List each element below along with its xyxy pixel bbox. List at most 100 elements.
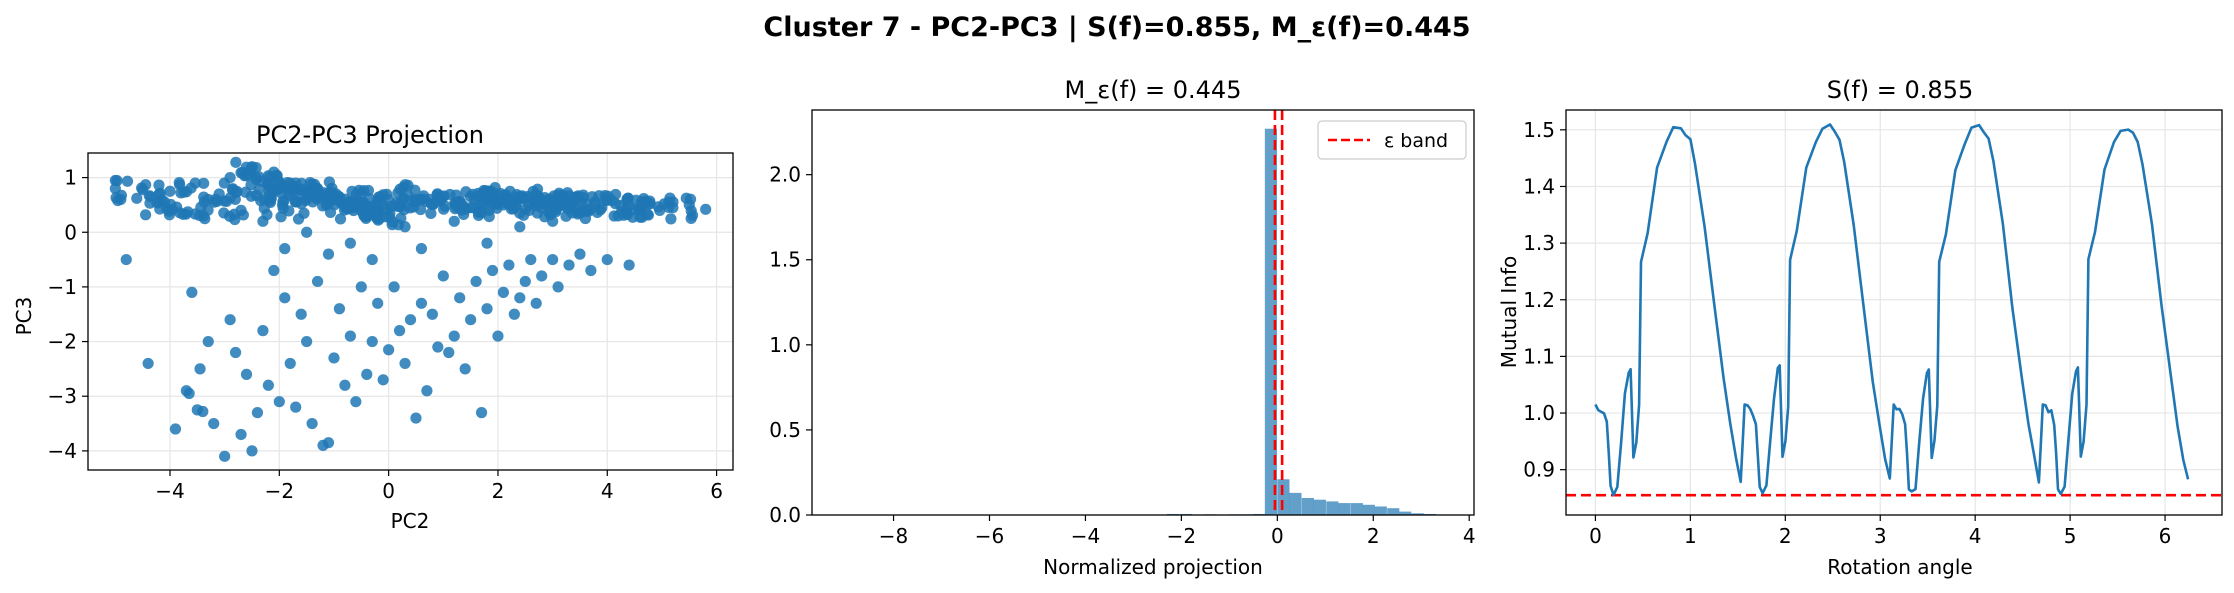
scatter-point (563, 259, 575, 271)
scatter-xtick-label: 4 (601, 479, 614, 503)
scatter-point (299, 186, 312, 199)
scatter-point (355, 281, 367, 293)
scatter-point (290, 196, 302, 208)
scatter-ytick-label: 0 (64, 220, 77, 244)
scatter-point (404, 314, 417, 326)
scatter-point (273, 396, 285, 408)
scatter-point (333, 193, 346, 206)
scatter-ytick-label: −1 (48, 275, 77, 299)
line-series (1566, 123, 2222, 497)
scatter-point (561, 187, 574, 199)
histogram-xtick-label: 2 (1367, 524, 1380, 548)
scatter-point (448, 330, 460, 342)
scatter-point (481, 237, 493, 249)
histogram-bar (1399, 511, 1412, 515)
scatter-point (621, 195, 633, 208)
scatter-point (251, 407, 264, 419)
scatter-point (572, 190, 584, 202)
mutual-info-line (1594, 123, 2190, 497)
scatter-point (444, 188, 456, 201)
line-xtick-label: 6 (2159, 524, 2172, 548)
scatter-point (257, 215, 269, 227)
histogram-ytick-label: 1.5 (769, 248, 801, 272)
scatter-point (235, 428, 247, 441)
scatter-point (300, 194, 312, 207)
scatter-xtick-label: 0 (382, 479, 395, 503)
scatter-point (482, 185, 495, 197)
scatter-point (492, 330, 504, 342)
histogram-ytick-label: 1.0 (769, 333, 801, 357)
scatter-point (536, 270, 548, 282)
scatter-point (552, 281, 564, 293)
histogram-xtick-label: 0 (1271, 524, 1284, 548)
histogram-xtick-label: 4 (1463, 524, 1476, 548)
line-ytick-label: 0.9 (1523, 458, 1555, 482)
scatter-point (514, 221, 526, 233)
line-grid (1566, 110, 2222, 515)
scatter-point (497, 199, 510, 211)
scatter-xtick-label: −2 (265, 479, 294, 503)
scatter-ytick-label: −3 (48, 384, 77, 408)
scatter-point (426, 308, 438, 320)
scatter-point (137, 184, 149, 196)
scatter-xtick-label: 2 (492, 479, 505, 503)
scatter-point (246, 161, 258, 173)
scatter-point (454, 292, 466, 304)
line-ytick-label: 1.0 (1523, 401, 1555, 425)
scatter-point (602, 190, 614, 202)
scatter-point (198, 177, 210, 189)
line-ytick-label: 1.3 (1523, 231, 1555, 255)
scatter-xtick-label: −4 (155, 479, 184, 503)
histogram-xlabel: Normalized projection (1043, 555, 1263, 579)
scatter-point (612, 210, 624, 222)
scatter-point (623, 259, 635, 271)
scatter-point (153, 179, 165, 191)
histogram-bar (1313, 499, 1326, 515)
histogram-bar (1326, 501, 1339, 515)
histogram-xtick-label: −4 (1071, 524, 1100, 548)
scatter-point (298, 207, 310, 219)
histogram-bars (835, 110, 1449, 516)
scatter-point (685, 212, 697, 225)
scatter-points (109, 156, 712, 462)
scatter-point (322, 437, 335, 449)
scatter-point (202, 193, 214, 206)
histogram-bar (1374, 506, 1387, 515)
scatter-point (197, 210, 210, 222)
scatter-point (268, 264, 280, 277)
histogram-bar (1411, 513, 1424, 515)
scatter-point (164, 185, 176, 197)
scatter-point (514, 292, 526, 304)
histogram-frame (811, 109, 1475, 516)
scatter-point (393, 325, 406, 337)
scatter-point (563, 199, 575, 211)
line-xtick-label: 0 (1589, 524, 1602, 548)
scatter-point (275, 211, 287, 223)
scatter-point (154, 203, 166, 215)
scatter-point (301, 335, 313, 348)
histogram-bar (1277, 479, 1290, 515)
line-xtick-label: 5 (2064, 524, 2077, 548)
line-ylabel: Mutual Info (1497, 256, 1521, 368)
scatter-point (175, 187, 187, 199)
scatter-point (470, 275, 482, 288)
scatter-point (484, 200, 496, 212)
scatter-title: PC2-PC3 Projection (256, 121, 484, 149)
line-ticks: 0 1 2 3 4 5 6 0.9 1.0 1.1 1.2 1.3 1.4 1.5 (1523, 118, 2171, 548)
scatter-point (530, 196, 542, 208)
scatter-point (257, 325, 269, 337)
scatter-point (219, 450, 231, 462)
scatter-point (240, 186, 252, 198)
histogram-xtick-label: −8 (879, 524, 908, 548)
scatter-point (399, 357, 411, 370)
scatter-point (415, 203, 427, 216)
scatter-point (295, 308, 307, 320)
scatter-point (185, 182, 197, 194)
scatter-point (547, 215, 559, 227)
scatter-point (475, 198, 487, 210)
scatter-point (173, 177, 185, 189)
scatter-point (579, 212, 592, 225)
scatter-point (399, 221, 411, 233)
scatter-point (131, 192, 143, 204)
